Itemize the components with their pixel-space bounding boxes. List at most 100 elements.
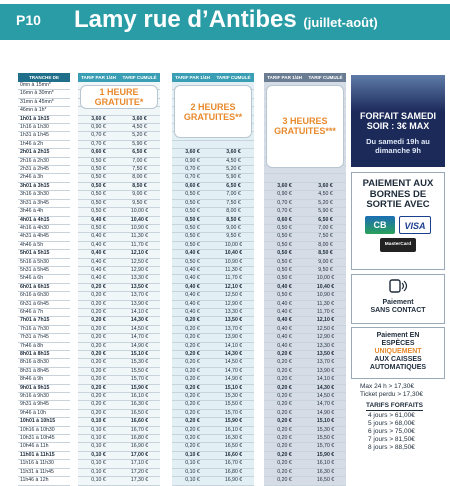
spacer [160, 442, 172, 452]
price-cell: 14,90 € [305, 409, 346, 419]
mastercard-logo: MasterCard [380, 237, 416, 252]
spacer [70, 384, 78, 393]
spacer [70, 392, 78, 401]
price-cell: 0,60 € [172, 182, 213, 192]
spacer [70, 98, 78, 107]
spacer [70, 459, 78, 469]
parking-code: P10 [16, 12, 41, 28]
price-cell: 0,20 € [172, 442, 213, 452]
price-cell: 0,50 € [172, 224, 213, 234]
spacer [254, 342, 264, 351]
spacer [254, 224, 264, 233]
price-cell: 8,00 € [119, 173, 160, 183]
visa-logo: VISA [399, 215, 431, 234]
tariff-row: 3h01 à 3h15 0,50 €8,50 € 0,60 €6,50 € 3,60 … [18, 182, 346, 192]
time-range: 3h01 à 3h15 [18, 182, 70, 192]
price-cell: 0,60 € [78, 148, 119, 158]
spacer [160, 333, 172, 343]
free-banner: 2 HEURES GRATUITES** [174, 85, 252, 139]
tariff-row: 9h01 à 9h15 0,20 €15,90 €0,20 €15,10 €0,2… [18, 384, 346, 394]
price-cell: 12,90 € [119, 266, 160, 276]
price-cell: 16,30 € [213, 434, 254, 444]
spacer [160, 409, 172, 418]
price-cell: 16,50 € [119, 409, 160, 419]
spacer [254, 266, 264, 275]
time-range: 6h01 à 6h15 [18, 283, 70, 293]
price-cell: 10,90 € [119, 224, 160, 234]
price-cell: 14,90 € [119, 342, 160, 352]
price-cell: 0,40 € [172, 283, 213, 293]
price-cell: 7,00 € [119, 157, 160, 167]
spacer [254, 367, 264, 376]
time-range: 7h16 à 7h30 [18, 325, 70, 335]
price-cell: 0,50 € [264, 241, 305, 251]
max-block: Max 24 h > 17,30€ Ticket perdu > 17,30€ [360, 383, 423, 399]
spacer [160, 468, 172, 477]
terminal-text: PAIEMENT AUX BORNES DE SORTIE AVEC [362, 178, 434, 210]
tariff-row: 3h46 à 4h 0,50 €10,00 €0,50 €8,00 €0,70 €… [18, 207, 346, 217]
spacer [70, 409, 78, 418]
price-cell: 0,20 € [264, 451, 305, 461]
spacer [254, 300, 264, 309]
tariff-row: 9h46 à 10h 0,20 €16,50 €0,20 €15,70 €0,20… [18, 409, 346, 419]
spacer [70, 350, 78, 359]
spacer [70, 325, 78, 334]
spacer [160, 291, 172, 301]
price-cell: 0,20 € [172, 434, 213, 444]
price-cell: 15,50 € [119, 367, 160, 377]
spacer [160, 199, 172, 208]
spacer [160, 283, 172, 292]
price-cell: 0,50 € [264, 224, 305, 234]
tariff-row: 11h46 à 12h 0,10 €17,30 €0,10 €16,90 €0,2… [18, 476, 346, 486]
price-cell: 0,20 € [172, 342, 213, 352]
title-text: Lamy rue d’Antibes [74, 6, 297, 33]
price-cell: 16,90 € [119, 442, 160, 452]
tariff-row: 6h01 à 6h15 0,20 €13,50 €0,40 €12,10 €0,4… [18, 283, 346, 293]
forfait-item: 8 jours > 88,50€ [368, 444, 415, 451]
price-cell: 10,40 € [119, 216, 160, 225]
spacer [160, 216, 172, 225]
price-cell: 12,50 € [119, 258, 160, 267]
price-cell: 13,50 € [305, 350, 346, 360]
price-cell: 11,70 € [305, 308, 346, 318]
price-cell: 9,00 € [119, 190, 160, 200]
forfaits-title: TARIFS FORFAITS [366, 402, 423, 411]
price-cell: 0,20 € [264, 442, 305, 452]
price-cell: 15,30 € [119, 358, 160, 368]
forfait-item: 7 jours > 81,50€ [368, 436, 415, 443]
price-cell: 14,30 € [305, 384, 346, 394]
price-cell: 15,10 € [119, 350, 160, 360]
price-cell: 0,20 € [172, 392, 213, 402]
spacer [70, 82, 78, 90]
price-cell: 0,40 € [172, 266, 213, 276]
spacer [70, 316, 78, 326]
price-cell: 4,50 € [119, 123, 160, 133]
price-cell: 0,50 € [264, 274, 305, 284]
spacer [254, 476, 264, 485]
spacer [254, 291, 264, 301]
price-cell: 0,20 € [78, 291, 119, 301]
price-cell: 0,40 € [172, 274, 213, 284]
time-range: 11h46 à 12h [18, 476, 70, 486]
price-cell: 0,20 € [264, 384, 305, 394]
price-cell: 0,40 € [78, 258, 119, 267]
spacer [70, 173, 78, 183]
price-cell: 17,20 € [119, 468, 160, 478]
price-cell: 14,70 € [305, 400, 346, 410]
price-cell: 9,50 € [119, 199, 160, 209]
tariff-row: 4h46 à 5h 0,40 €11,70 €0,50 €10,00 €0,50 … [18, 241, 346, 251]
price-cell: 0,20 € [172, 325, 213, 335]
price-cell: 0,50 € [172, 216, 213, 225]
tariff-row: 4h01 à 4h15 0,40 €10,40 € 0,50 €8,50 € 0,60… [18, 216, 346, 225]
spacer [70, 89, 78, 99]
price-cell: 14,50 € [213, 358, 254, 368]
time-range: 11h01 à 11h15 [18, 451, 70, 461]
price-cell: 7,50 € [305, 232, 346, 242]
spacer [160, 148, 172, 158]
tariff-row: 8h16 à 8h30 0,20 €15,30 €0,20 €14,50 €0,2… [18, 358, 346, 368]
time-range: 4h31 à 4h45 [18, 232, 70, 242]
tariff-row: 6h16 à 6h30 0,20 €13,70 € 0,40 €12,50 € 0,5… [18, 291, 346, 301]
cb-logo: CB [365, 215, 395, 234]
price-cell: 8,50 € [119, 182, 160, 192]
spacer [70, 249, 78, 259]
